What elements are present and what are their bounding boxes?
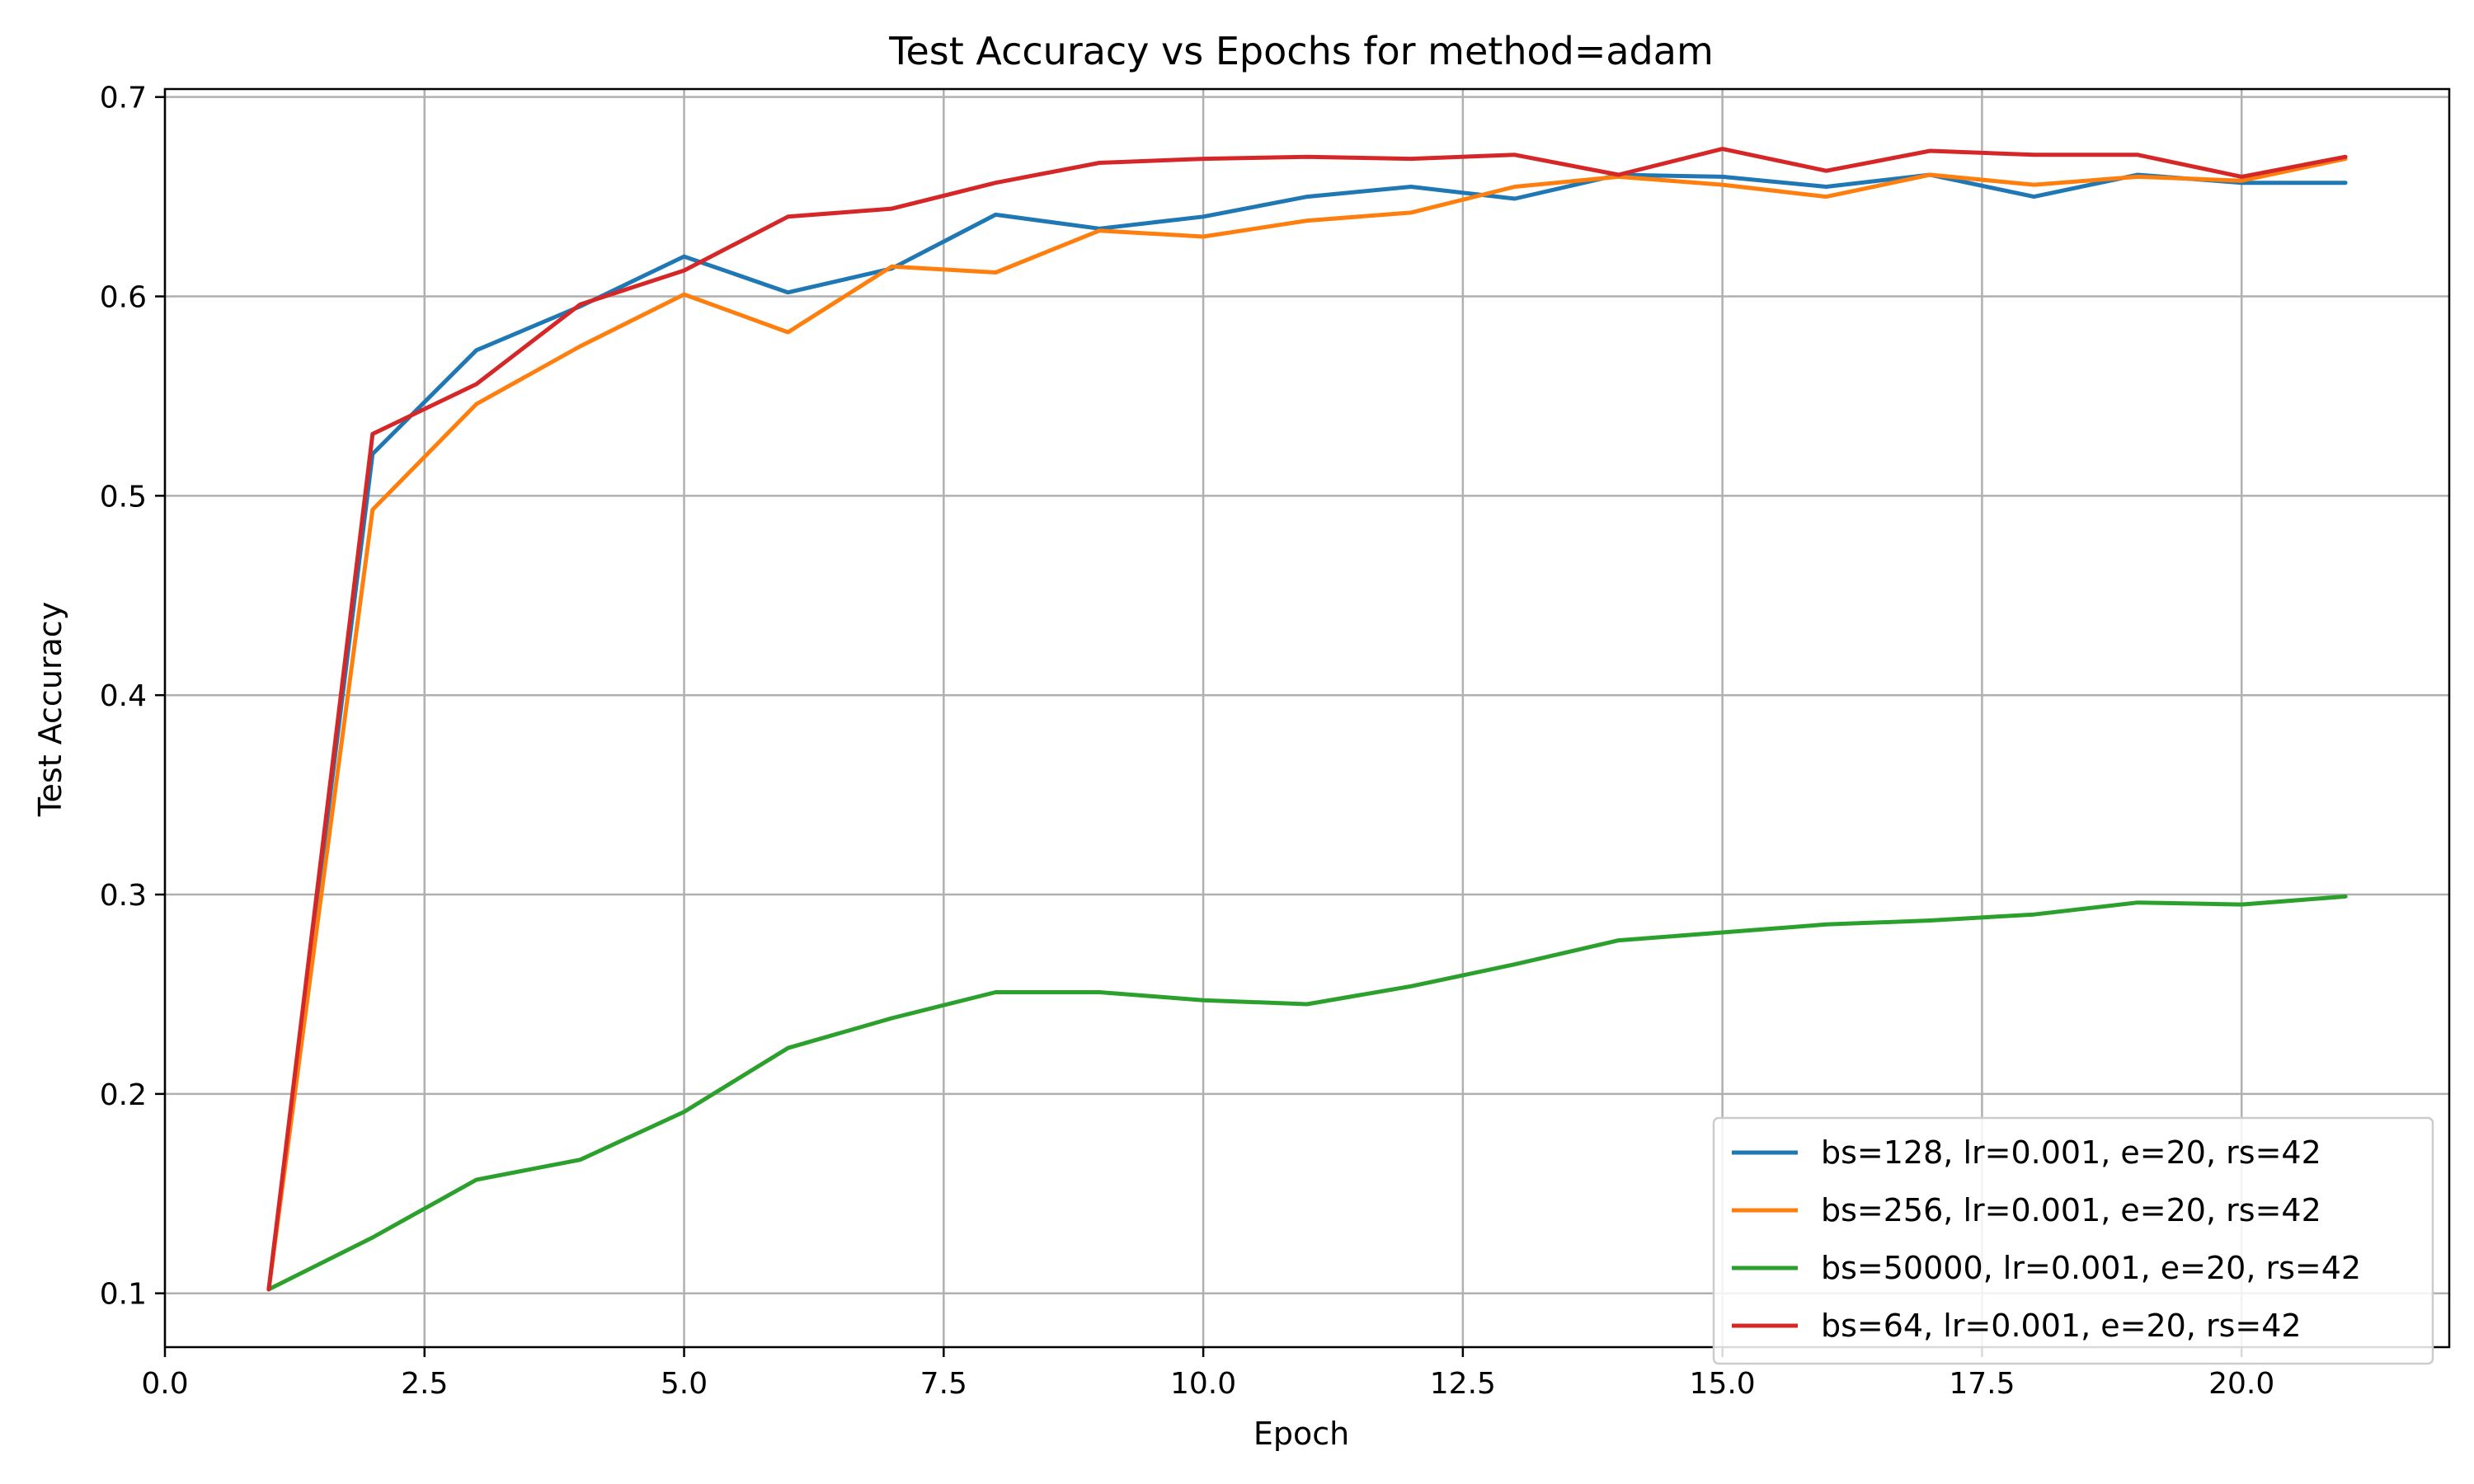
x-tick-label-6: 15.0 [1690, 1367, 1756, 1401]
x-tick-label-3: 7.5 [920, 1367, 967, 1401]
y-tick-label-1: 0.2 [100, 1078, 147, 1112]
y-tick-label-5: 0.6 [100, 281, 147, 315]
x-tick-label-8: 20.0 [2208, 1367, 2274, 1401]
series-line-3 [266, 147, 2348, 1292]
series-line-1 [266, 157, 2348, 1292]
x-tick-label-7: 17.5 [1949, 1367, 2015, 1401]
y-tick-label-2: 0.3 [100, 879, 147, 913]
legend-box [1712, 1116, 2434, 1365]
x-tick-label-5: 12.5 [1430, 1367, 1496, 1401]
x-tick-label-4: 10.0 [1170, 1367, 1236, 1401]
x-axis-label: Epoch [1253, 1416, 1349, 1452]
series-line-0 [266, 172, 2348, 1292]
y-tick-label-6: 0.7 [100, 82, 147, 115]
y-tick-label-0: 0.1 [100, 1278, 147, 1312]
y-tick-label-3: 0.4 [100, 679, 147, 713]
y-tick-label-4: 0.5 [100, 480, 147, 514]
series-line-2 [266, 894, 2348, 1292]
chart-title: Test Accuracy vs Epochs for method=adam [888, 29, 1714, 73]
legend-label-0: bs=128, lr=0.001, e=20, rs=42 [1821, 1134, 2321, 1171]
x-tick-label-2: 5.0 [661, 1367, 708, 1401]
series-lines [266, 147, 2348, 1292]
axes: 0.0 2.5 5.0 7.5 10.0 12.5 15.0 17.5 20.0 0.1 0.2 0.… [100, 82, 2451, 1401]
legend-label-1: bs=256, lr=0.001, e=20, rs=42 [1821, 1192, 2321, 1228]
y-axis-label: Test Accuracy [32, 602, 68, 817]
legend-label-3: bs=64, lr=0.001, e=20, rs=42 [1821, 1308, 2302, 1344]
x-tick-label-0: 0.0 [141, 1367, 188, 1401]
legend-label-2: bs=50000, lr=0.001, e=20, rs=42 [1821, 1250, 2361, 1286]
legend: bs=128, lr=0.001, e=20, rs=42 bs=256, lr=… [1712, 1116, 2434, 1365]
x-tick-label-1: 2.5 [401, 1367, 448, 1401]
plot-frame [163, 87, 2451, 1349]
